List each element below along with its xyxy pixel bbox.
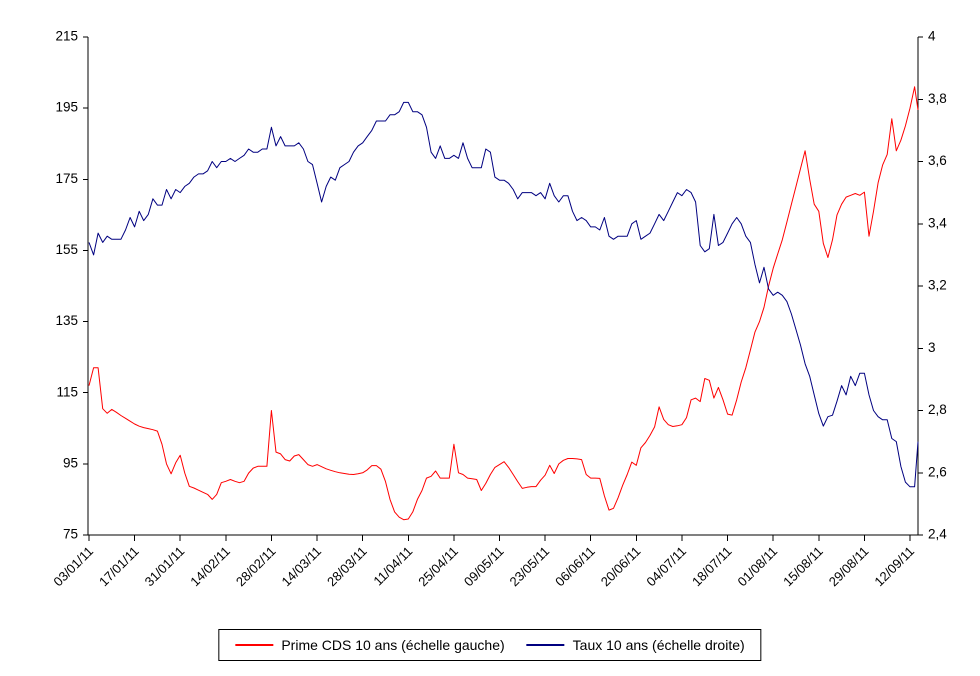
right-axis-tick-label: 3,6 (928, 153, 947, 168)
legend-swatch-blue-line (526, 644, 565, 646)
x-axis-tick-label: 31/01/11 (142, 544, 188, 590)
left-axis-tick-label: 75 (63, 527, 78, 542)
x-axis-tick-label: 28/03/11 (324, 544, 370, 590)
series-line-taux (88, 101, 919, 488)
x-axis-tick-label: 23/05/11 (507, 544, 553, 590)
left-axis-tick-label: 95 (63, 455, 78, 470)
left-axis-tick-label: 155 (55, 242, 78, 257)
right-axis-tick-label: 2,4 (928, 527, 947, 542)
legend-label-taux: Taux 10 ans (échelle droite) (572, 637, 745, 653)
left-axis-tick-label: 135 (55, 313, 78, 328)
x-axis-tick-label: 17/01/11 (96, 544, 142, 590)
chart-legend: Prime CDS 10 ans (échelle gauche) Taux 1… (218, 629, 762, 661)
left-axis-tick-label: 195 (55, 100, 78, 115)
x-axis-tick-label: 12/09/11 (871, 544, 917, 590)
legend-swatch-red-line (235, 644, 274, 646)
x-axis-tick-label: 09/05/11 (461, 544, 507, 590)
x-axis-tick-label: 03/01/11 (50, 544, 96, 590)
x-axis-tick-label: 20/06/11 (598, 544, 644, 590)
x-axis-tick-label: 06/06/11 (552, 544, 598, 590)
left-axis-tick-label: 215 (55, 29, 78, 44)
legend-item-cds: Prime CDS 10 ans (échelle gauche) (235, 637, 505, 653)
x-axis-tick-label: 04/07/11 (643, 544, 689, 590)
legend-item-taux: Taux 10 ans (échelle droite) (526, 637, 745, 653)
left-axis-tick-label: 115 (56, 384, 78, 399)
left-axis-tick-label: 175 (55, 171, 78, 186)
right-axis-tick-label: 2,8 (928, 402, 947, 417)
series-line-cds (88, 86, 919, 521)
right-axis-tick-label: 3 (928, 340, 936, 355)
x-axis-tick-label: 15/08/11 (780, 544, 826, 590)
x-axis-tick-label: 29/08/11 (826, 544, 872, 590)
right-axis-tick-label: 4 (928, 29, 936, 44)
x-axis-tick-label: 11/04/11 (370, 544, 415, 589)
legend-label-cds: Prime CDS 10 ans (échelle gauche) (281, 637, 505, 653)
right-axis-tick-label: 3,2 (928, 278, 947, 293)
x-axis-tick-label: 25/04/11 (415, 544, 461, 590)
x-axis-tick-label: 18/07/11 (689, 544, 735, 590)
right-axis-tick-label: 3,4 (928, 215, 947, 230)
x-axis-tick-label: 14/02/11 (187, 544, 233, 590)
right-axis-tick-label: 2,6 (928, 464, 947, 479)
right-axis-tick-label: 3,8 (928, 91, 947, 106)
x-axis-tick-label: 14/03/11 (278, 544, 324, 590)
x-axis-tick-label: 28/02/11 (233, 544, 279, 590)
x-axis-tick-label: 01/08/11 (735, 544, 781, 590)
